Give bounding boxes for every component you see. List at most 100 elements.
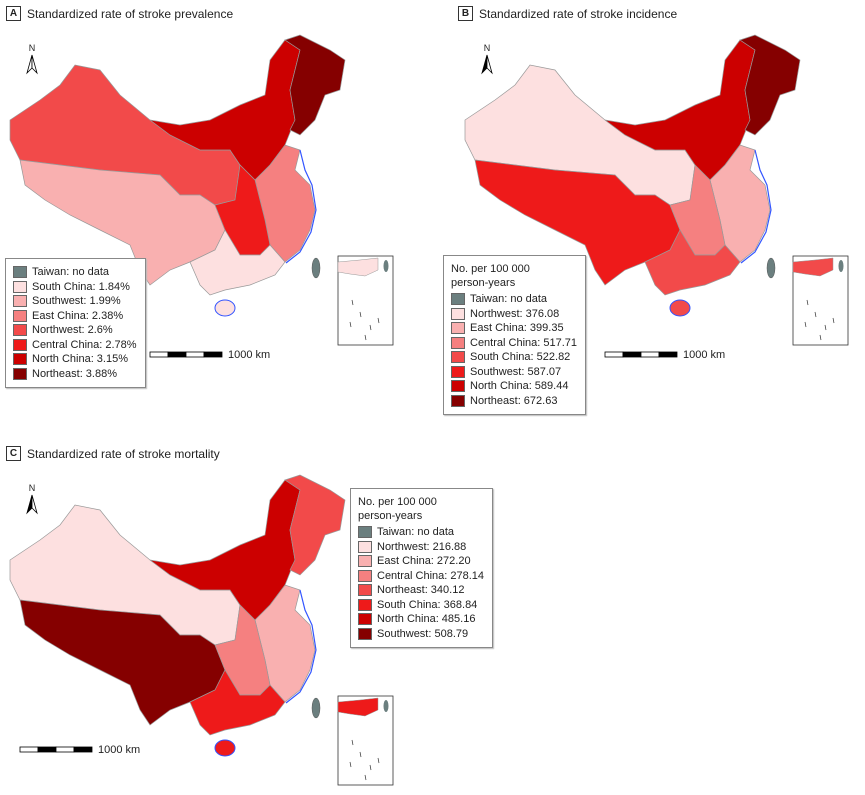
legend-item: North China: 3.15% — [13, 352, 137, 367]
north-label: N — [29, 483, 36, 493]
scale-label: 1000 km — [228, 349, 270, 361]
legend-swatch — [13, 295, 27, 308]
legend-swatch — [13, 309, 27, 322]
legend-label: Taiwan: no data — [377, 526, 455, 538]
scale-bar: 1000 km — [19, 744, 140, 756]
legend-label: Central China: 278.14 — [377, 569, 485, 582]
legend-label: South China: 522.82 — [470, 351, 571, 363]
coastline — [740, 149, 772, 264]
panel-b-letter: B — [458, 6, 473, 21]
region-hainan — [214, 739, 236, 757]
legend-item: Taiwan: no data — [451, 292, 577, 307]
legend-item: Southwest: 508.79 — [358, 627, 484, 642]
legend-item: Central China: 2.78% — [13, 338, 137, 353]
panel-c-letter: C — [6, 446, 21, 461]
region-taiwan — [311, 697, 321, 719]
legend-swatch — [13, 280, 27, 293]
panel-b-map: N 1000 km — [464, 34, 849, 361]
legend-swatch — [451, 336, 465, 349]
coastline — [285, 149, 317, 264]
legend-swatch — [13, 367, 27, 380]
legend-swatch — [451, 307, 465, 320]
legend-item: Northwest: 216.88 — [358, 540, 484, 555]
legend-item: Northeast: 340.12 — [358, 583, 484, 598]
scale-label: 1000 km — [98, 744, 140, 756]
region-northeast — [284, 474, 346, 576]
legend-swatch — [13, 324, 27, 337]
panel-b-title: B Standardized rate of stroke incidence — [458, 6, 677, 21]
north-label: N — [29, 43, 36, 53]
legend-label: Southwest: 1.99% — [32, 295, 121, 307]
panel-c-title: C Standardized rate of stroke mortality — [6, 446, 220, 461]
legend-label: Southwest: 587.07 — [470, 365, 562, 378]
north-arrow-icon: N — [26, 43, 38, 75]
legend-label: Northwest: 216.88 — [377, 540, 467, 553]
legend-swatch — [358, 613, 372, 626]
region-south-china — [189, 229, 286, 296]
legend-label: Southwest: 508.79 — [377, 627, 469, 640]
scale-label: 1000 km — [683, 349, 725, 361]
coastline — [285, 589, 317, 704]
legend-swatch — [358, 569, 372, 582]
legend-item: East China: 272.20 — [358, 554, 484, 569]
legend-label: East China: 2.38% — [32, 309, 124, 322]
legend-item: Southwest: 587.07 — [451, 365, 577, 380]
panel-c-legend: No. per 100 000 person-years Taiwan: no d… — [350, 488, 494, 648]
south-china-sea-inset — [337, 695, 394, 786]
legend-swatch — [358, 627, 372, 640]
panel-c-map: N 1000 km — [9, 474, 394, 786]
legend-label: South China: 368.84 — [377, 598, 478, 611]
legend-item: Northeast: 672.63 — [451, 394, 577, 409]
legend-swatch — [451, 380, 465, 393]
legend-swatch — [358, 584, 372, 597]
legend-item: Central China: 517.71 — [451, 336, 577, 351]
legend-item: North China: 485.16 — [358, 612, 484, 627]
region-northeast — [739, 34, 801, 136]
region-taiwan — [311, 257, 321, 279]
legend-label: East China: 272.20 — [377, 555, 471, 567]
legend-item: South China: 522.82 — [451, 350, 577, 365]
legend-item: Southwest: 1.99% — [13, 294, 137, 309]
legend-swatch — [451, 293, 465, 306]
legend-item: South China: 368.84 — [358, 598, 484, 613]
legend-item: South China: 1.84% — [13, 280, 137, 295]
legend-label: Northwest: 2.6% — [32, 324, 113, 336]
legend-label: Central China: 517.71 — [470, 336, 578, 349]
north-label: N — [484, 43, 491, 53]
legend-item: Northeast: 3.88% — [13, 367, 137, 382]
legend-swatch — [358, 555, 372, 568]
legend-swatch — [358, 526, 372, 539]
legend-label: North China: 3.15% — [32, 353, 128, 365]
north-arrow-icon: N — [26, 483, 38, 515]
north-arrow-icon: N — [481, 43, 493, 75]
legend-label: North China: 485.16 — [377, 613, 476, 625]
legend-swatch — [451, 351, 465, 364]
region-south-china — [189, 669, 286, 736]
panel-a-letter: A — [6, 6, 21, 21]
legend-item: Taiwan: no data — [358, 525, 484, 540]
south-china-sea-inset — [337, 255, 394, 346]
legend-item: Northwest: 376.08 — [451, 307, 577, 322]
region-south-china — [644, 229, 741, 296]
region-hainan — [214, 299, 236, 317]
legend-item: Northwest: 2.6% — [13, 323, 137, 338]
legend-item: Central China: 278.14 — [358, 569, 484, 584]
scale-bar: 1000 km — [149, 349, 270, 361]
legend-item: East China: 399.35 — [451, 321, 577, 336]
panel-c-title-text: Standardized rate of stroke mortality — [27, 446, 220, 461]
legend-swatch — [451, 365, 465, 378]
legend-swatch — [451, 322, 465, 335]
region-hainan — [669, 299, 691, 317]
legend-label: Northeast: 672.63 — [470, 394, 558, 407]
panel-b-legend: No. per 100 000 person-years Taiwan: no d… — [443, 255, 587, 415]
legend-label: Central China: 2.78% — [32, 338, 137, 351]
legend-label: Northeast: 340.12 — [377, 584, 465, 596]
region-taiwan — [766, 257, 776, 279]
legend-item: North China: 589.44 — [451, 379, 577, 394]
legend-swatch — [13, 338, 27, 351]
legend-label: Northeast: 3.88% — [32, 367, 117, 380]
scale-bar: 1000 km — [604, 349, 725, 361]
legend-title: No. per 100 000 person-years — [358, 496, 437, 522]
